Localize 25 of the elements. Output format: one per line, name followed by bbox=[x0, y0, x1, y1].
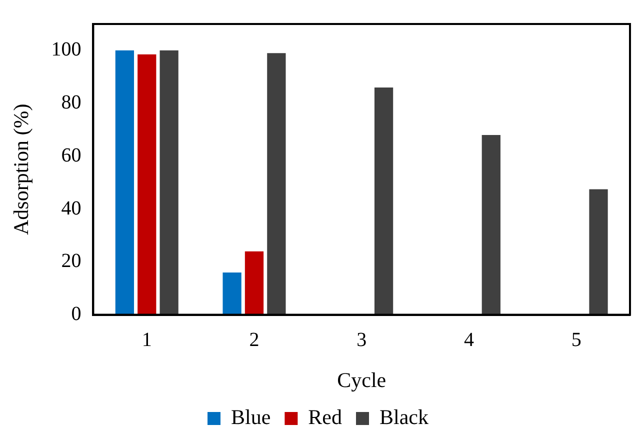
bar bbox=[160, 50, 178, 315]
x-tick-label: 2 bbox=[249, 329, 260, 352]
legend-label: Blue bbox=[231, 405, 271, 430]
x-tick-label: 5 bbox=[571, 329, 582, 352]
x-tick-label: 1 bbox=[142, 329, 152, 352]
bar bbox=[267, 53, 286, 315]
bar bbox=[244, 251, 264, 315]
bar bbox=[115, 50, 134, 315]
legend-label: Red bbox=[308, 405, 343, 430]
x-axis-title: Cycle bbox=[337, 368, 386, 392]
x-tick-label: 3 bbox=[356, 329, 367, 352]
bar bbox=[374, 87, 394, 315]
y-tick-label: 60 bbox=[61, 144, 82, 166]
y-tick-label: 20 bbox=[61, 250, 82, 272]
y-tick-label: 80 bbox=[61, 92, 82, 114]
y-axis-title: Adsorption (%) bbox=[9, 104, 34, 236]
y-tick-label: 0 bbox=[71, 303, 82, 326]
legend-label: Black bbox=[380, 405, 429, 430]
x-tick-label: 4 bbox=[464, 329, 474, 352]
bar bbox=[589, 189, 608, 315]
bar bbox=[222, 272, 242, 315]
y-tick-label: 100 bbox=[51, 38, 82, 61]
bar bbox=[138, 54, 156, 315]
bar bbox=[482, 135, 500, 315]
y-tick-label: 40 bbox=[61, 197, 82, 220]
